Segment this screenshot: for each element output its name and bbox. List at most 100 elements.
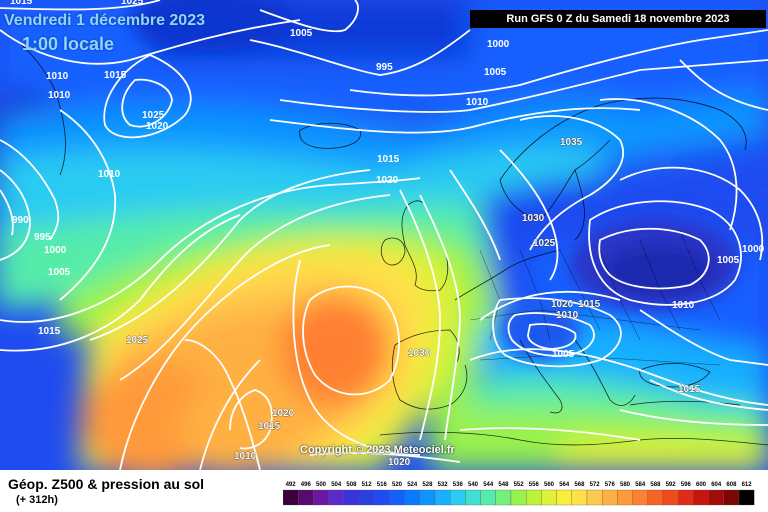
isobar-label: 1030	[522, 213, 545, 224]
legend-tick-label: 564	[559, 482, 570, 488]
isobar-label: 1025	[121, 0, 144, 7]
legend-tick-label: 560	[544, 482, 555, 488]
legend-color-swatch	[632, 489, 648, 506]
legend-tick-label: 552	[514, 482, 525, 488]
legend-tick-label: 508	[346, 482, 357, 488]
isobars	[0, 0, 768, 470]
map-title: Géop. Z500 & pression au sol	[8, 476, 205, 492]
legend-tick-label: 584	[635, 482, 646, 488]
forecast-time: 1:00 locale	[22, 34, 115, 54]
legend-color-swatch	[495, 489, 512, 506]
legend-color-swatch	[510, 489, 527, 506]
legend-color-swatch	[678, 489, 694, 506]
legend-color-swatch	[647, 489, 664, 506]
isobar-label: 995	[376, 62, 393, 73]
isobar-labels: 1015 1025 1005 1000 995 1005 1010 1010 1…	[10, 0, 765, 468]
legend-color-swatch	[571, 489, 588, 506]
isobar-label: 1015	[104, 70, 127, 81]
coastlines	[0, 29, 768, 446]
legend-tick-label: 600	[696, 482, 707, 488]
legend-color-swatch	[358, 489, 375, 506]
isobar-label: 1000	[742, 244, 765, 255]
legend-color-swatch	[298, 489, 314, 506]
isobar-label: 995	[34, 232, 51, 243]
forecast-date: Vendredi 1 décembre 2023	[4, 12, 205, 29]
legend-color-swatch	[586, 489, 603, 506]
isobar-label: 1005	[717, 255, 740, 266]
legend-color-swatch	[556, 489, 572, 506]
legend-color-swatch	[738, 489, 755, 506]
legend-color-swatch	[343, 489, 360, 506]
isobar-label: 1000	[487, 39, 510, 50]
legend-tick-label: 588	[650, 482, 661, 488]
legend-color-swatch	[662, 489, 679, 506]
legend-tick-label: 556	[529, 482, 540, 488]
isobar-label: 1005	[484, 67, 507, 78]
isobar-label: 1020	[551, 299, 574, 310]
isobar-label: 1015	[258, 421, 281, 432]
legend-tick-label: 532	[438, 482, 449, 488]
legend-color-swatch	[617, 489, 633, 506]
legend-tick-label: 536	[453, 482, 464, 488]
legend-color-swatch	[404, 489, 420, 506]
isobar-label: 1020	[272, 408, 295, 419]
legend-color-swatch	[374, 489, 390, 506]
isobar-label: 1005	[48, 267, 71, 278]
legend-tick-label: 500	[316, 482, 327, 488]
isobar-label: 1020	[388, 457, 411, 468]
isobar-label: 1010	[556, 310, 579, 321]
isobar-label: 1035	[560, 137, 583, 148]
isobar-label: 1010	[672, 300, 695, 311]
legend-color-swatch	[434, 489, 451, 506]
isobar-label: 1010	[466, 97, 489, 108]
legend-color-swatch	[693, 489, 709, 506]
legend-color-swatch	[526, 489, 542, 506]
legend-color-swatch	[389, 489, 405, 506]
legend-color-swatch	[541, 489, 557, 506]
legend-tick-label: 540	[468, 482, 479, 488]
legend-color-swatch	[313, 489, 329, 506]
legend-color-swatch	[708, 489, 724, 506]
legend-tick-label: 528	[422, 482, 433, 488]
isobar-label: 1005	[290, 28, 313, 39]
legend-tick-label: 568	[574, 482, 585, 488]
isobar-label: 1015	[38, 326, 61, 337]
isobar-label: 1015	[377, 154, 400, 165]
legend-color-swatch	[602, 489, 618, 506]
isobar-label: 990	[12, 215, 29, 226]
legend-tick-label: 492	[286, 482, 297, 488]
legend-tick-label: 544	[483, 482, 494, 488]
legend-tick-label: 496	[301, 482, 312, 488]
legend-color-swatch	[419, 489, 436, 506]
legend-color-swatch	[328, 489, 344, 506]
legend-color-swatch	[723, 489, 740, 506]
isobar-label: 1010	[48, 90, 71, 101]
isobar-label: 1000	[44, 245, 67, 256]
legend-tick-label: 596	[681, 482, 692, 488]
isobar-label: 1015	[678, 384, 701, 395]
legend-tick-label: 512	[362, 482, 373, 488]
legend-tick-label: 524	[407, 482, 418, 488]
legend-tick-label: 604	[711, 482, 722, 488]
color-scale-legend: 492 496 500 504 508 512 516 520 524 528 532 536 540 5…	[283, 482, 755, 506]
legend-tick-label: 548	[498, 482, 509, 488]
isobar-label: 1025	[533, 238, 556, 249]
legend-color-swatch	[480, 489, 496, 506]
forecast-lead-time: (+ 312h)	[16, 494, 58, 506]
copyright-text: Copyright © 2023 Meteociel.fr	[300, 444, 455, 456]
legend-tick-label: 504	[331, 482, 342, 488]
isobar-label: 1020	[376, 175, 399, 186]
legend-tick-label: 516	[377, 482, 388, 488]
isobar-label: 1015	[578, 299, 601, 310]
isobar-label: 1020	[146, 121, 169, 132]
isobar-label: 1010	[234, 451, 257, 462]
legend-tick-label: 612	[742, 482, 753, 488]
legend-tick-label: 580	[620, 482, 631, 488]
legend-color-swatch	[450, 489, 466, 506]
isobar-label: 1025	[142, 110, 165, 121]
isobar-label: 1025	[126, 335, 149, 346]
isobar-label: 1005	[552, 349, 575, 360]
legend-tick-label: 572	[590, 482, 601, 488]
isobar-label: 1015	[10, 0, 33, 7]
